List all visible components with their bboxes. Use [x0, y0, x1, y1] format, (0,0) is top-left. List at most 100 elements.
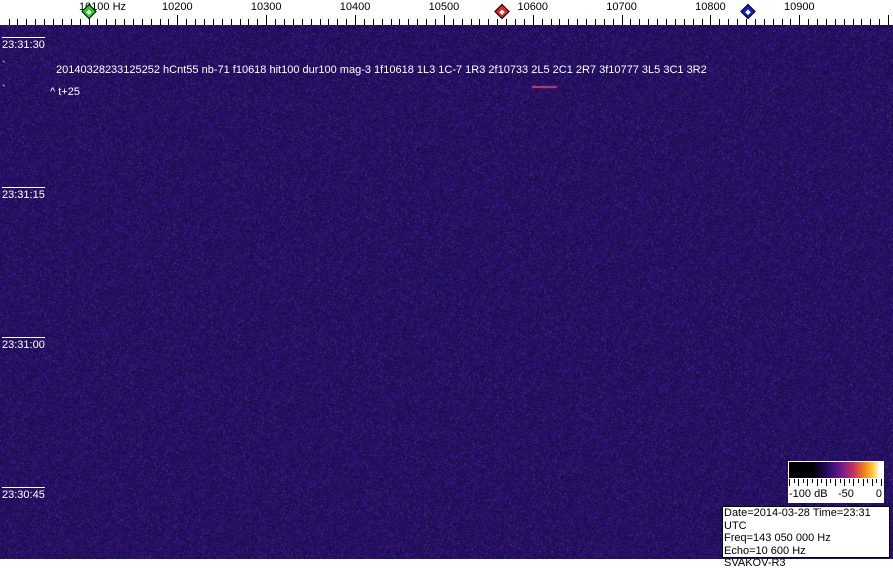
spectrogram-waterfall[interactable] [0, 25, 893, 559]
axis-tick [62, 19, 63, 25]
axis-tick [622, 15, 623, 25]
detection-annotation: 20140328233125252 hCnt55 nb-71 f10618 hi… [56, 64, 707, 76]
axis-tick [559, 19, 560, 25]
axis-tick [53, 19, 54, 25]
axis-tick [248, 19, 249, 25]
frequency-label: 10500 [428, 1, 460, 13]
tick-mark: ` [2, 84, 6, 96]
color-tick [807, 479, 808, 486]
axis-tick [675, 19, 676, 25]
axis-tick [44, 19, 45, 25]
axis-tick [151, 19, 152, 25]
axis-tick [817, 19, 818, 25]
color-min-label: -100 dB [789, 488, 828, 500]
axis-tick [551, 19, 552, 25]
axis-tick [755, 19, 756, 25]
axis-tick [479, 19, 480, 25]
axis-tick [417, 19, 418, 25]
axis-tick [168, 19, 169, 25]
axis-tick [604, 19, 605, 25]
frequency-label: 10600 [517, 1, 549, 13]
time-label: 23:30:45 [2, 487, 45, 501]
date-time-text: Date=2014-03-28 Time=23:31 UTC [724, 507, 871, 532]
axis-tick [710, 15, 711, 25]
axis-tick [435, 19, 436, 25]
frequency-label: 10900 [784, 1, 815, 13]
axis-tick [595, 19, 596, 25]
red-marker-icon[interactable] [493, 3, 510, 20]
axis-tick [346, 19, 347, 25]
axis-tick [320, 19, 321, 25]
axis-tick [666, 19, 667, 25]
axis-tick [444, 15, 445, 25]
axis-tick [630, 19, 631, 25]
axis-tick [497, 19, 498, 25]
axis-tick [568, 19, 569, 25]
axis-tick [133, 19, 134, 25]
axis-tick [35, 19, 36, 25]
color-tick [789, 479, 790, 486]
axis-tick [808, 19, 809, 25]
color-tick [840, 479, 841, 483]
axis-tick [17, 19, 18, 25]
axis-tick [337, 19, 338, 25]
frequency-label: 10700 [606, 1, 637, 13]
axis-tick [719, 19, 720, 25]
axis-tick [355, 15, 356, 25]
blue-marker-icon[interactable] [739, 3, 756, 20]
color-max-label: 0 [875, 488, 882, 500]
axis-tick [835, 19, 836, 25]
axis-tick [71, 19, 72, 25]
time-label: 23:31:30 [2, 37, 45, 51]
color-scale-ticks [789, 479, 883, 487]
time-offset-annotation: ^ t+25 [50, 86, 80, 98]
color-tick [835, 479, 836, 486]
axis-tick [257, 19, 258, 25]
axis-tick [240, 19, 241, 25]
axis-tick [284, 19, 285, 25]
color-tick [881, 479, 882, 486]
color-tick [858, 479, 859, 483]
color-tick [826, 479, 827, 486]
axis-tick [408, 19, 409, 25]
color-tick [853, 479, 854, 486]
axis-tick [115, 19, 116, 25]
color-tick [867, 479, 868, 483]
color-tick [798, 479, 799, 486]
axis-tick [382, 19, 383, 25]
axis-tick [195, 19, 196, 25]
axis-tick [373, 19, 374, 25]
axis-tick [524, 19, 525, 25]
frequency-label: 10300 [250, 1, 282, 13]
color-tick [872, 479, 873, 486]
axis-tick [639, 19, 640, 25]
axis-tick [293, 19, 294, 25]
frequency-label: 10800 [695, 1, 726, 13]
axis-tick [533, 15, 534, 25]
axis-tick [26, 19, 27, 25]
axis-tick [657, 19, 658, 25]
axis-tick [888, 15, 889, 25]
axis-tick [737, 19, 738, 25]
frequency-label: 10200 [162, 1, 193, 13]
color-tick [803, 479, 804, 483]
axis-tick [471, 19, 472, 25]
axis-tick [89, 15, 90, 25]
axis-tick [124, 19, 125, 25]
axis-tick [488, 19, 489, 25]
axis-tick [799, 15, 800, 25]
axis-tick [870, 19, 871, 25]
axis-tick [311, 19, 312, 25]
color-tick [817, 479, 818, 486]
info-box: Date=2014-03-28 Time=23:31 UTC Freq=143 … [722, 506, 890, 569]
axis-tick [728, 19, 729, 25]
axis-tick [764, 19, 765, 25]
axis-tick [391, 19, 392, 25]
frequency-label: 10400 [339, 1, 371, 13]
color-tick [876, 479, 877, 483]
axis-tick [186, 19, 187, 25]
axis-tick [515, 19, 516, 25]
axis-tick [213, 19, 214, 25]
color-tick [844, 479, 845, 486]
axis-tick [453, 19, 454, 25]
